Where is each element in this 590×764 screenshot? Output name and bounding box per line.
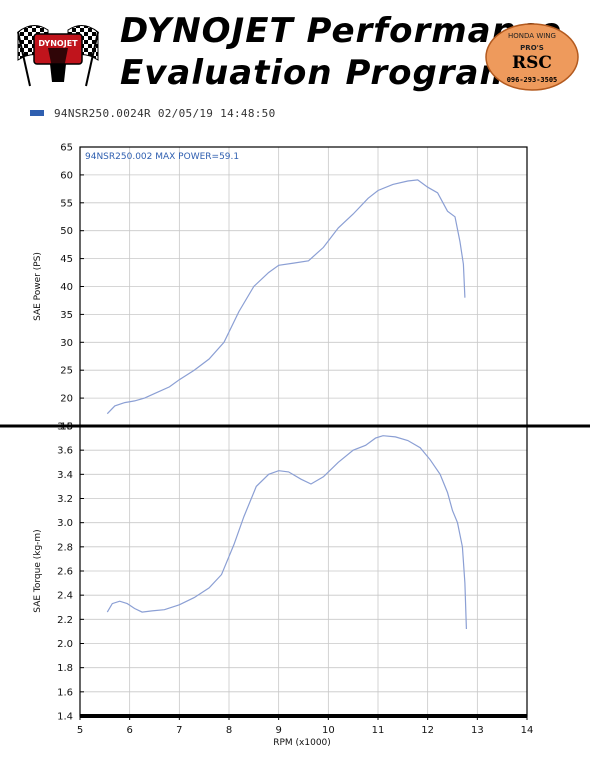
honda-wing-stamp: HONDA WING PRO'S RSC 096-293-3505 — [485, 23, 579, 91]
dyno-chart: 1520253035404550556065SAE Power (PS)1.41… — [0, 143, 590, 748]
xtick-label: 9 — [275, 725, 281, 736]
power-ytick-label: 30 — [60, 338, 73, 349]
torque-ytick-label: 3.2 — [57, 494, 73, 505]
power-ytick-label: 60 — [60, 170, 73, 181]
xtick-label: 10 — [322, 725, 335, 736]
xtick-label: 6 — [126, 725, 132, 736]
torque-ytick-label: 3.4 — [57, 470, 73, 481]
xtick-label: 11 — [372, 725, 385, 736]
right-logo-line-4: 096-293-3505 — [507, 76, 558, 84]
right-logo-line-1: HONDA WING — [508, 32, 556, 40]
title-line-2: Evaluation Program — [120, 53, 516, 93]
xtick-label: 7 — [176, 725, 182, 736]
torque-ytick-label: 2.8 — [57, 542, 73, 553]
title-line-1: DYNOJET Performance — [120, 11, 563, 51]
torque-series-line — [106, 435, 467, 630]
power-ytick-label: 20 — [60, 394, 73, 405]
torque-ytick-label: 1.4 — [57, 712, 73, 723]
page-title: DYNOJET Performance Evaluation Program — [120, 10, 563, 94]
left-logo-text: DYNOJET — [38, 39, 78, 48]
right-logo-line-2: PRO'S — [520, 44, 544, 52]
xtick-label: 8 — [226, 725, 232, 736]
power-ytick-label: 65 — [60, 143, 73, 154]
x-axis-title: RPM (x1000) — [273, 738, 331, 748]
xtick-label: 13 — [471, 725, 484, 736]
torque-ytick-label: 2.0 — [57, 639, 73, 650]
torque-ytick-label: 1.6 — [57, 687, 73, 698]
legend-swatch — [30, 110, 44, 116]
power-ytick-label: 50 — [60, 226, 73, 237]
torque-ytick-label: 3.0 — [57, 518, 73, 529]
xtick-label: 5 — [77, 725, 83, 736]
power-ytick-label: 25 — [60, 366, 73, 377]
power-ylabel: SAE Power (PS) — [33, 252, 43, 321]
power-ytick-label: 40 — [60, 282, 73, 293]
right-logo-line-3: RSC — [512, 53, 552, 73]
honda-wing-logo: HONDA WING PRO'S RSC 096-293-3505 — [482, 22, 582, 92]
torque-ytick-label: 1.8 — [57, 663, 73, 674]
legend-label: 94NSR250.0024R 02/05/19 14:48:50 — [54, 106, 276, 120]
power-ytick-label: 55 — [60, 198, 73, 209]
legend: 94NSR250.0024R 02/05/19 14:48:50 — [30, 106, 276, 120]
xtick-label: 12 — [421, 725, 434, 736]
power-ytick-label: 35 — [60, 310, 73, 321]
dynojet-logo-graphic: DYNOJET — [17, 25, 99, 87]
max-power-annotation: 94NSR250.002 MAX POWER=59.1 — [85, 152, 239, 162]
chart-frame — [79, 146, 528, 717]
x-axis-band — [80, 714, 527, 718]
xtick-label: 14 — [521, 725, 534, 736]
torque-ytick-label: 3.6 — [57, 446, 73, 457]
power-series-line — [106, 179, 466, 415]
torque-ylabel: SAE Torque (kg-m) — [33, 529, 43, 612]
power-ytick-label: 45 — [60, 254, 73, 265]
dynojet-logo: DYNOJET — [8, 12, 108, 90]
torque-ytick-label: 2.6 — [57, 567, 73, 578]
torque-ytick-label: 2.2 — [57, 615, 73, 626]
torque-ytick-label: 2.4 — [57, 591, 73, 602]
